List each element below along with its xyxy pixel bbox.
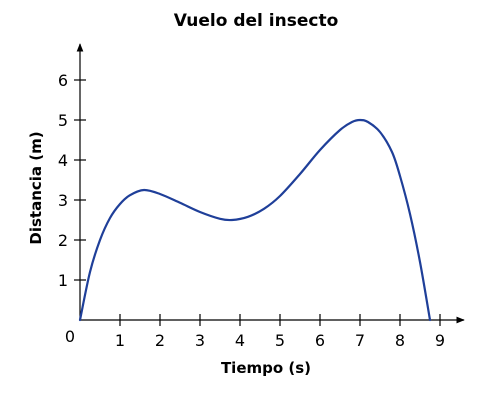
chart-title: Vuelo del insecto xyxy=(174,11,339,31)
origin-label: 0 xyxy=(65,327,75,346)
series-group xyxy=(78,118,432,322)
y-tick-label: 6 xyxy=(58,71,68,90)
y-tick-label: 3 xyxy=(58,191,68,210)
y-tick-label: 2 xyxy=(58,231,68,250)
x-ticks: 1 2 3 4 5 6 7 8 9 xyxy=(115,314,445,350)
x-axis-label: Tiempo (s) xyxy=(221,359,311,377)
x-tick-label: 7 xyxy=(355,331,365,350)
x-tick-label: 2 xyxy=(155,331,165,350)
y-tick-label: 5 xyxy=(58,111,68,130)
y-tick-label: 1 xyxy=(58,271,68,290)
x-tick-label: 4 xyxy=(235,331,245,350)
x-tick-label: 6 xyxy=(315,331,325,350)
x-tick-label: 5 xyxy=(275,331,285,350)
x-tick-label: 9 xyxy=(435,331,445,350)
x-tick-label: 3 xyxy=(195,331,205,350)
y-ticks: 1 2 3 4 5 6 xyxy=(58,71,86,290)
x-tick-label: 1 xyxy=(115,331,125,350)
y-axis-label: Distancia (m) xyxy=(27,131,45,244)
series-line xyxy=(78,118,432,322)
x-tick-label: 8 xyxy=(395,331,405,350)
y-tick-label: 4 xyxy=(58,151,68,170)
